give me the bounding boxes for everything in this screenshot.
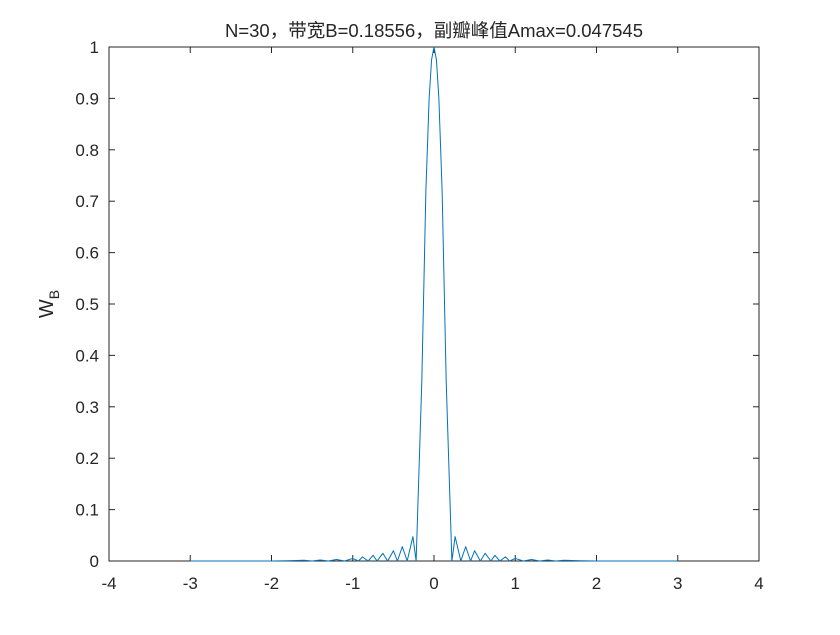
x-tick-label: 1 [511,574,520,593]
y-tick-label: 0.8 [75,141,99,160]
series-layer [190,46,678,562]
y-tick-label: 0.2 [75,449,99,468]
x-tick-label: 3 [673,574,682,593]
axis-tick-labels: -4 -3 -2 -1 0 1 2 3 4 0 0.1 0.2 0.3 0.4 0.5 0.6 0.7 0.8 0.… [75,38,763,593]
y-tick-label: 0.7 [75,192,99,211]
y-axis-label-subscript: B [46,290,62,299]
y-tick-label: 0 [90,552,99,571]
x-tick-label: -3 [183,574,198,593]
y-tick-label: 0.9 [75,89,99,108]
axis-ticks [108,46,760,562]
y-tick-label: 0.6 [75,244,99,263]
x-tick-label: -1 [345,574,360,593]
y-tick-label: 0.3 [75,398,99,417]
y-tick-label: 1 [90,38,99,57]
x-tick-label: -4 [101,574,116,593]
x-tick-label: 0 [429,574,438,593]
x-tick-label: 2 [592,574,601,593]
x-tick-label: -2 [264,574,279,593]
y-tick-label: 0.1 [75,501,99,520]
y-axis-label-main: W [36,299,58,318]
y-axis-label: WB [36,290,62,318]
chart-title: N=30，带宽B=0.18556，副瓣峰值Amax=0.047545 [225,20,643,41]
plot-area-box [108,46,760,562]
x-tick-label: 4 [754,574,763,593]
y-tick-label: 0.4 [75,346,99,365]
series-line [190,46,678,562]
y-tick-label: 0.5 [75,295,99,314]
